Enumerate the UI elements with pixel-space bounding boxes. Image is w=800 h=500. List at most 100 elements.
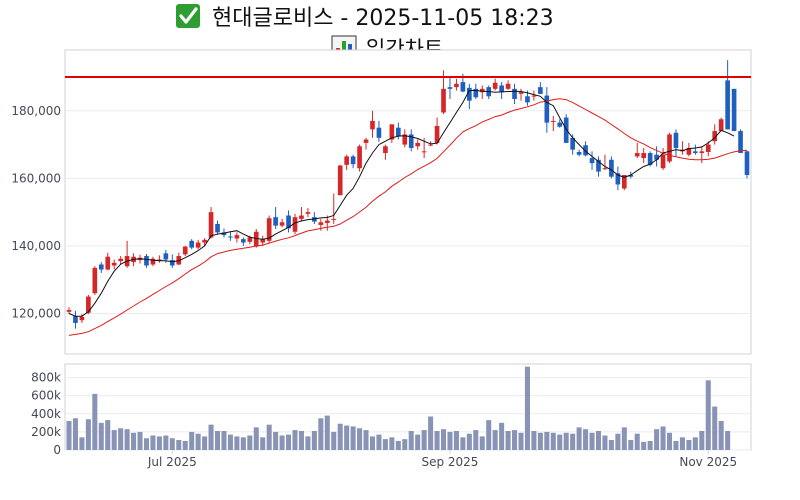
- volume-bar: [415, 434, 421, 450]
- volume-bar: [305, 436, 311, 450]
- volume-panel: 0 200k 400k 600k 800k Jul 2025 Sep 2025 Nov 20…: [31, 363, 752, 469]
- volume-bar: [143, 438, 150, 450]
- candle-body: [441, 88, 446, 113]
- volume-bar: [654, 429, 660, 450]
- candle-body: [182, 246, 188, 255]
- volume-bar: [699, 430, 705, 450]
- volume-bar: [247, 435, 253, 450]
- volume-bar: [344, 425, 350, 450]
- candle-body: [331, 218, 337, 220]
- volume-bars: [66, 366, 731, 450]
- volume-bar: [453, 430, 459, 450]
- chart-title: 현대글로비스 - 2025-11-05 18:23: [212, 6, 554, 31]
- volume-bar: [98, 422, 104, 450]
- volume-bar: [318, 418, 324, 450]
- candle-body: [66, 310, 72, 312]
- candle-body: [563, 117, 569, 143]
- candle-body: [518, 92, 524, 94]
- candle-body: [538, 87, 543, 94]
- volume-bar: [628, 440, 634, 450]
- volume-bar: [712, 406, 718, 450]
- candle-body: [647, 153, 653, 165]
- volume-bar: [253, 427, 259, 450]
- candle-body: [337, 165, 343, 196]
- price-tick-label: 140,000: [11, 239, 61, 253]
- candle-body: [434, 126, 440, 143]
- volume-bar: [111, 430, 117, 450]
- ma5-line: [68, 90, 735, 317]
- candle-body: [667, 134, 672, 162]
- volume-bar: [647, 440, 653, 450]
- candle-body: [105, 256, 111, 270]
- candle-body: [531, 95, 537, 97]
- date-tick-label: Nov 2025: [679, 455, 737, 469]
- volume-bar: [72, 418, 78, 450]
- candle-body: [428, 144, 433, 146]
- date-tick-label: Sep 2025: [421, 455, 478, 469]
- volume-bar: [725, 430, 731, 450]
- bar-chart-icon-bar-2: [342, 41, 346, 57]
- volume-bar: [486, 420, 492, 450]
- volume-bar: [85, 419, 91, 450]
- candle-body: [324, 220, 330, 223]
- volume-bar: [286, 434, 292, 450]
- volume-bar: [221, 430, 227, 450]
- candle-body: [641, 153, 647, 159]
- volume-bar: [615, 433, 621, 450]
- volume-bar: [195, 433, 201, 450]
- candle-body: [370, 120, 375, 130]
- candle-body: [447, 87, 453, 89]
- candle-body: [512, 88, 517, 99]
- candle-body: [86, 296, 91, 313]
- volume-bar: [395, 440, 401, 450]
- volume-bar: [621, 427, 627, 450]
- volume-bar: [389, 437, 395, 450]
- candle-body: [118, 258, 123, 262]
- volume-bar: [563, 432, 569, 450]
- candle-body: [654, 154, 659, 160]
- candlestick-series: [66, 60, 750, 329]
- volume-bar: [576, 427, 582, 450]
- volume-bar: [421, 430, 427, 450]
- price-tick-label: 180,000: [11, 104, 61, 118]
- candle-body: [550, 120, 556, 122]
- candle-body: [712, 131, 718, 142]
- volume-bar: [705, 380, 711, 450]
- candle-body: [731, 88, 737, 132]
- volume-bar: [176, 440, 182, 450]
- volume-bar: [266, 424, 272, 450]
- volume-bar: [537, 432, 543, 450]
- candle-body: [402, 134, 408, 145]
- volume-bar: [634, 433, 640, 450]
- volume-bar: [260, 437, 266, 450]
- volume-bar: [331, 431, 337, 450]
- candle-body: [253, 231, 259, 247]
- volume-bar: [79, 437, 85, 450]
- candle-body: [389, 124, 395, 140]
- candle-body: [609, 159, 614, 177]
- volume-bar: [505, 430, 511, 450]
- volume-bar: [402, 439, 408, 450]
- candle-body: [725, 80, 730, 130]
- volume-bar: [492, 430, 498, 450]
- candle-body: [144, 256, 149, 266]
- volume-bar: [357, 428, 363, 450]
- candle-body: [467, 87, 472, 101]
- candle-body: [350, 156, 356, 165]
- volume-bar: [292, 430, 298, 450]
- volume-bar: [692, 437, 698, 450]
- candle-body: [73, 316, 78, 323]
- price-panel: 120,000 140,000 160,000 180,000: [11, 49, 752, 355]
- volume-bar: [131, 432, 137, 450]
- candle-body: [460, 82, 466, 92]
- candle-body: [163, 253, 169, 260]
- volume-bar: [279, 435, 285, 450]
- price-tick-label: 120,000: [11, 306, 61, 320]
- candle-body: [634, 153, 640, 157]
- volume-bar: [557, 434, 563, 450]
- candle-body: [299, 215, 304, 219]
- volume-bar: [428, 416, 434, 450]
- volume-bar: [434, 430, 440, 450]
- candle-body: [718, 119, 724, 132]
- volume-bar: [608, 440, 614, 450]
